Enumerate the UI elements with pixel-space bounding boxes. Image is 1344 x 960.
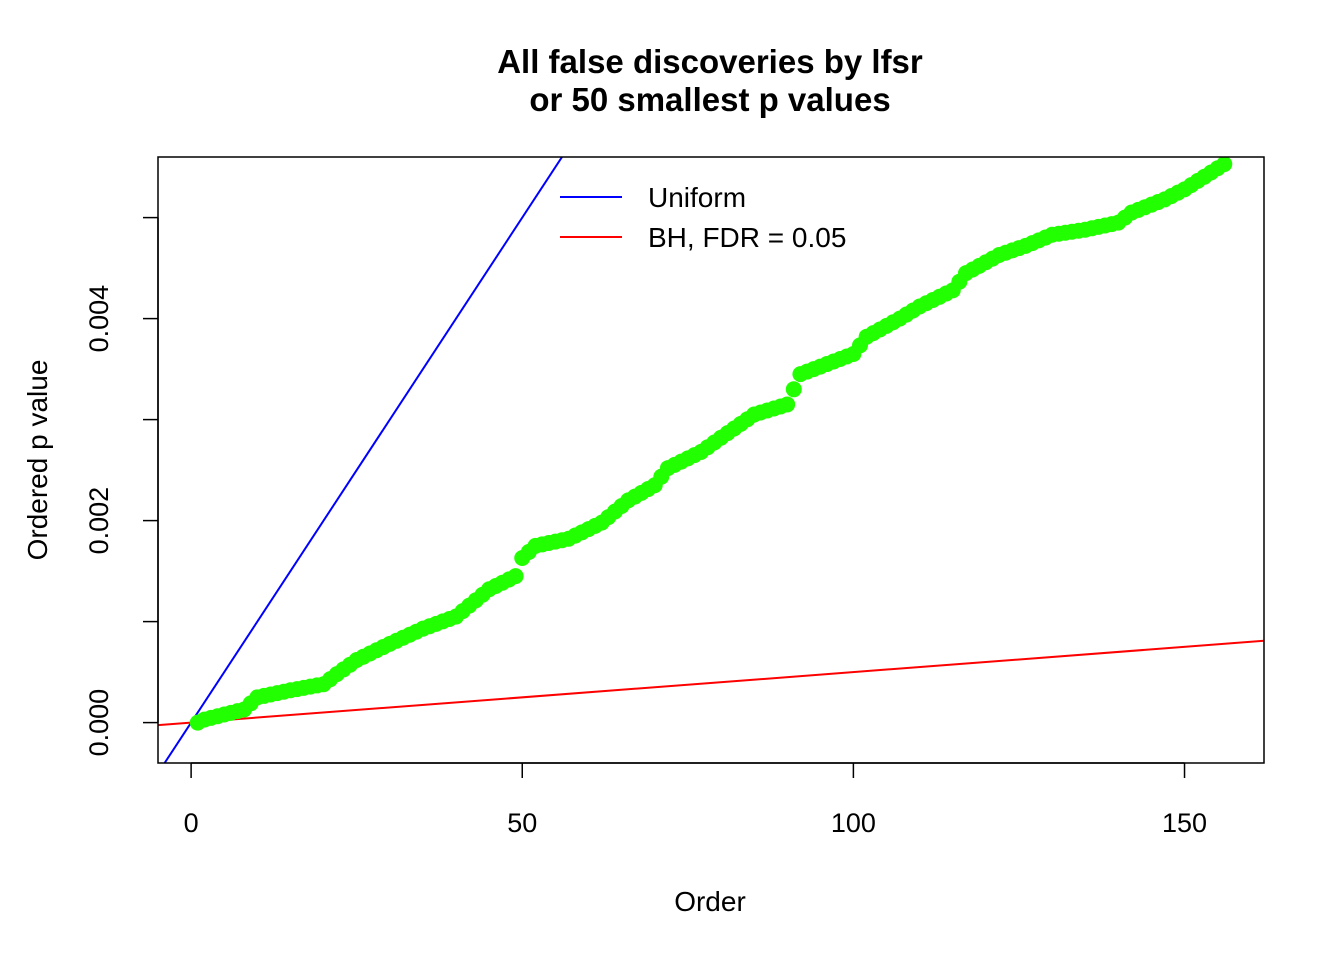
reference-line-1 xyxy=(163,157,564,763)
reference-line-2 xyxy=(158,639,1264,727)
chart-title-line-2: or 50 smallest p values xyxy=(529,81,890,118)
legend: Uniform BH, FDR = 0.05 xyxy=(560,182,846,253)
y-axis-label: Ordered p value xyxy=(22,360,53,561)
legend-label: BH, FDR = 0.05 xyxy=(648,222,846,253)
y-tick-label: 0.004 xyxy=(84,285,114,353)
x-tick-label: 0 xyxy=(184,808,199,838)
data-points xyxy=(189,157,1233,731)
x-tick-label: 50 xyxy=(507,808,537,838)
y-axis: 0.000 0.002 0.004 xyxy=(84,216,159,757)
x-axis-label: Order xyxy=(674,886,746,917)
chart-title-line-1: All false discoveries by lfsr xyxy=(497,43,923,80)
y-tick-label: 0.002 xyxy=(84,487,114,555)
data-point xyxy=(1216,157,1233,173)
x-tick-label: 150 xyxy=(1162,808,1207,838)
y-tick-label: 0.000 xyxy=(84,689,114,757)
x-axis: 0 50 100 150 xyxy=(184,762,1207,838)
data-point xyxy=(507,568,524,585)
data-point xyxy=(785,381,802,398)
data-point xyxy=(779,396,796,413)
x-tick-label: 100 xyxy=(831,808,876,838)
reference-lines xyxy=(158,157,1264,763)
legend-label: Uniform xyxy=(648,182,746,213)
